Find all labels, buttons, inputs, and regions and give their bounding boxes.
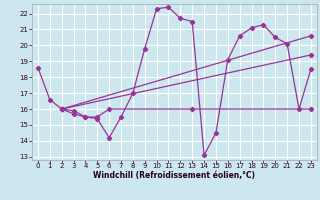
- X-axis label: Windchill (Refroidissement éolien,°C): Windchill (Refroidissement éolien,°C): [93, 171, 255, 180]
